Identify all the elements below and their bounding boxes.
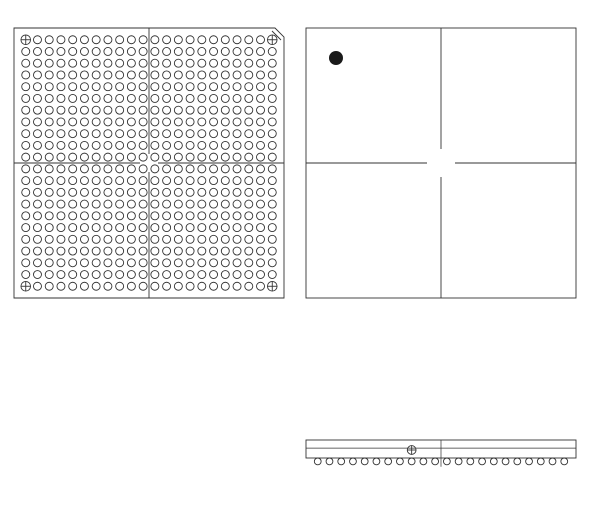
package-drawing xyxy=(0,0,600,505)
bottom-view xyxy=(14,28,284,298)
side-view xyxy=(306,440,576,467)
top-view xyxy=(306,28,576,298)
